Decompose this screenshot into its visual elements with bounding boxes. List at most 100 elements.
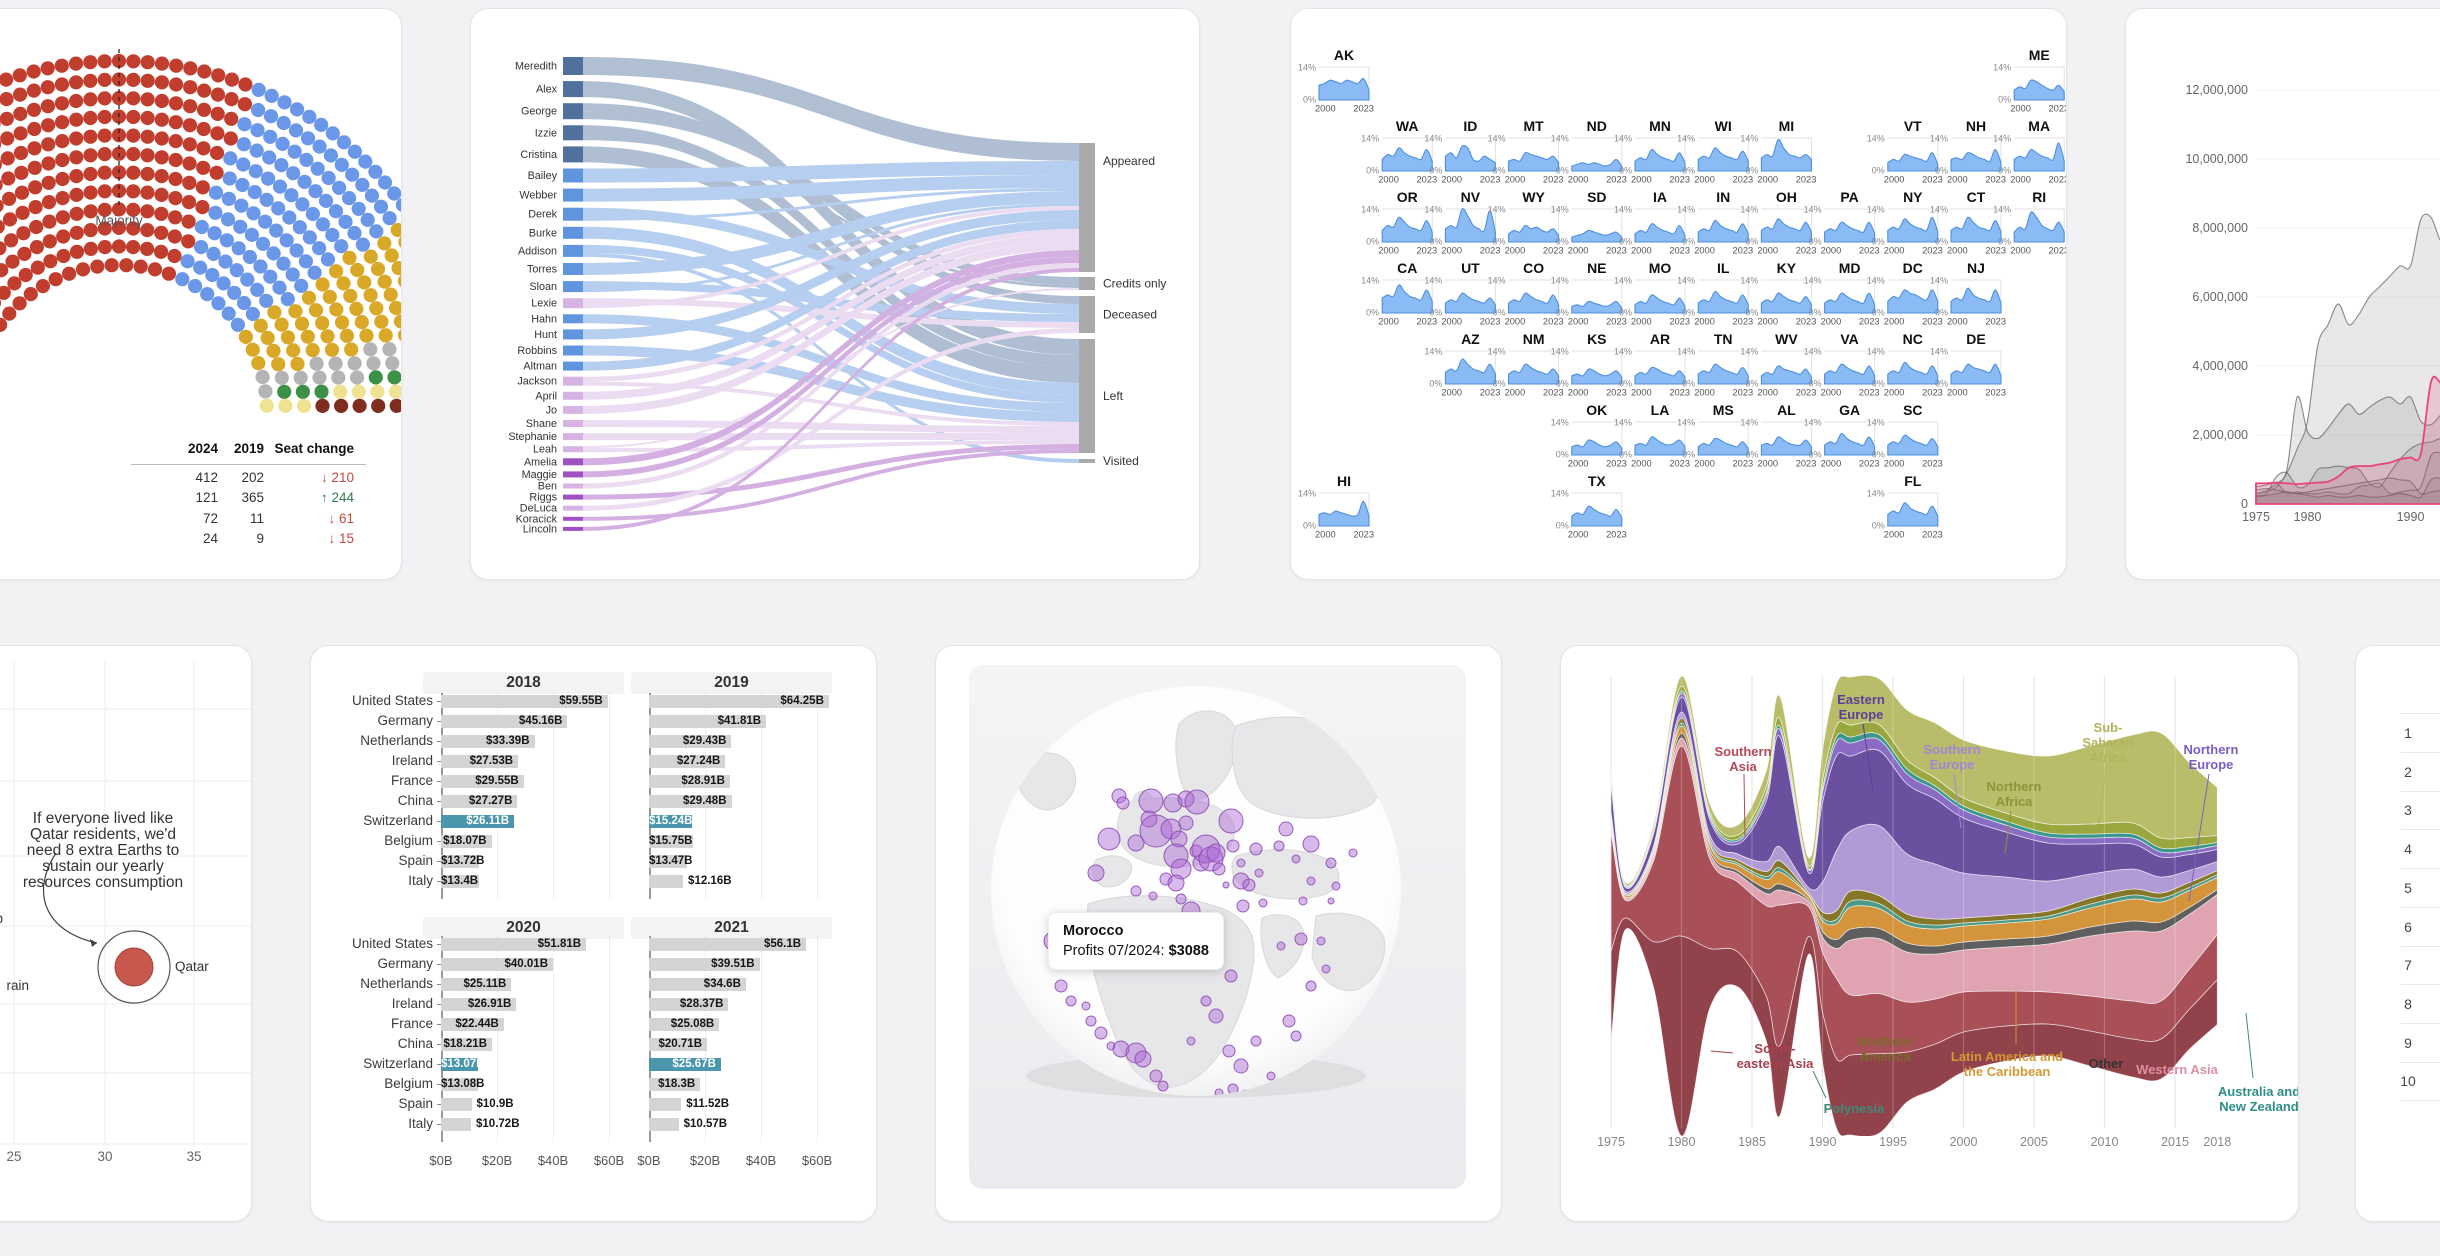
sankey-node-source[interactable] [563,446,583,453]
seat-dot[interactable] [41,195,57,210]
seat-dot[interactable] [211,68,226,83]
seat-dot[interactable] [126,202,141,217]
seat-dot[interactable] [13,87,28,102]
seat-dot[interactable] [388,384,402,399]
seat-dot[interactable] [0,131,15,146]
seat-dot[interactable] [221,191,236,206]
seat-dot[interactable] [29,240,44,255]
sankey-node-source[interactable] [563,57,583,75]
seat-dot[interactable] [69,150,84,165]
rank-cell[interactable]: 6 [2404,918,2412,935]
sankey-node-source[interactable] [563,81,583,98]
seat-dot[interactable] [154,75,169,90]
seat-dot[interactable] [279,233,294,248]
seat-dot[interactable] [385,356,400,371]
seat-dot[interactable] [369,301,384,316]
profit-bubble[interactable] [1327,897,1335,905]
seat-dot[interactable] [322,289,337,304]
seat-dot[interactable] [194,219,209,235]
seat-dot[interactable] [360,212,375,227]
sankey-node-source[interactable] [563,103,583,120]
seat-dot[interactable] [41,118,56,133]
seat-dot[interactable] [331,370,346,385]
seat-dot[interactable] [221,306,236,321]
bar[interactable] [649,714,767,728]
state-tile[interactable]: ME 14% 0%2000 2023 [1993,47,2067,114]
seat-dot[interactable] [26,64,41,79]
seat-dot[interactable] [7,276,22,291]
sankey-node-source[interactable] [563,263,583,275]
seat-dot[interactable] [183,61,198,76]
seat-dot[interactable] [240,272,255,287]
seat-dot[interactable] [347,356,362,371]
sankey-node-source[interactable] [563,345,583,356]
seat-dot[interactable] [182,118,197,133]
seat-dot[interactable] [344,342,359,357]
sankey-link[interactable] [583,314,1079,412]
seat-dot[interactable] [236,137,251,152]
bar[interactable] [649,937,807,951]
sankey-link[interactable] [583,252,1079,463]
sankey-link[interactable] [583,57,1079,161]
seat-dot[interactable] [97,109,112,125]
seat-dot[interactable] [83,129,98,144]
seat-dot[interactable] [181,195,197,210]
seat-dot[interactable] [42,234,57,249]
seat-dot[interactable] [334,239,349,254]
state-tile[interactable]: WV 14% 0%2000 2023 [1740,331,1816,398]
seat-dot[interactable] [357,275,372,290]
stream-layer[interactable] [1610,674,2218,886]
grey-series[interactable] [2255,213,2440,505]
seat-dot[interactable] [97,184,112,199]
seat-dot[interactable] [126,221,141,236]
seat-dot[interactable] [83,148,98,163]
state-tile[interactable]: OH 14% 0%2000 2023 [1740,189,1816,256]
grey-series[interactable] [2255,395,2440,505]
sankey-link[interactable] [583,191,1079,275]
seat-dot[interactable] [251,82,266,97]
seat-dot[interactable] [261,171,276,186]
seat-dot[interactable] [299,152,314,167]
sankey-node-source[interactable] [563,483,583,489]
profit-bubble[interactable] [1200,995,1212,1007]
seat-dot[interactable] [111,128,127,143]
seat-dot[interactable] [242,249,257,265]
seat-dot[interactable] [55,134,70,149]
sankey-node-target[interactable] [1079,143,1095,272]
rank-cell[interactable]: 4 [2404,841,2412,858]
seat-dot[interactable] [276,256,291,271]
rank-cell[interactable]: 2 [2404,763,2412,780]
profit-bubble[interactable] [1254,868,1264,878]
seat-dot[interactable] [126,128,141,143]
seat-dot[interactable] [370,261,386,277]
seat-dot[interactable] [352,398,367,413]
seat-dot[interactable] [111,202,127,217]
seat-dot[interactable] [12,68,27,83]
bar[interactable] [649,997,729,1011]
state-tile[interactable]: NE 14% 0%2000 2023 [1551,260,1627,327]
bar[interactable] [441,874,479,888]
seat-dot[interactable] [54,77,69,92]
profit-bubble[interactable] [1081,1001,1091,1011]
state-tile[interactable]: MA 14% 0%2000 2023 [1993,118,2067,185]
seat-dot[interactable] [83,204,98,219]
state-tile[interactable]: MO 14% 0%2000 2023 [1614,260,1690,327]
seat-dot[interactable] [312,241,327,256]
seat-dot[interactable] [140,148,155,163]
state-tile[interactable]: OK 14% 0%2000 2023 [1551,402,1627,469]
seat-dot[interactable] [294,316,310,331]
sankey-link[interactable] [583,220,1079,371]
seat-dot[interactable] [328,356,343,371]
sankey-node-source[interactable] [563,146,583,163]
seat-dot[interactable] [140,204,155,219]
profit-bubble[interactable] [1325,857,1337,869]
seat-dot[interactable] [263,269,278,284]
state-tile[interactable]: MD 14% 0%2000 2023 [1804,260,1880,327]
seat-dot[interactable] [154,56,170,71]
seat-dot[interactable] [2,191,17,206]
seat-dot[interactable] [41,156,56,171]
seat-dot[interactable] [355,177,370,192]
seat-dot[interactable] [277,384,292,399]
seat-dot[interactable] [401,342,402,356]
seat-dot[interactable] [363,342,378,357]
